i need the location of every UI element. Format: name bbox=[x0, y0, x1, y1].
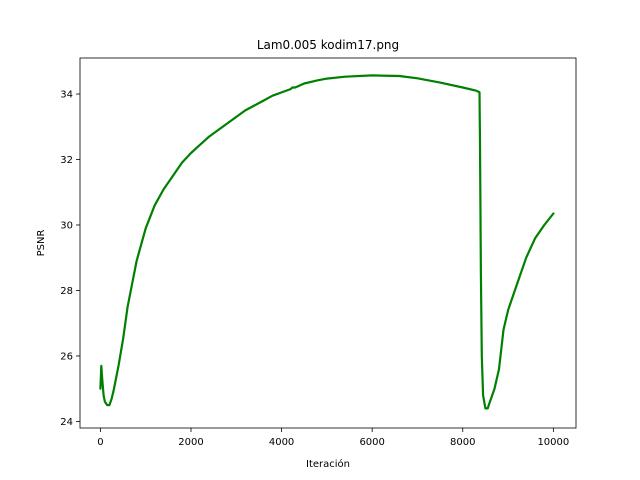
axes-layer: 0 2000 4000 6000 8000 10000 24 26 28 30 32 34 bbox=[60, 57, 577, 448]
x-tick-label: 6000 bbox=[359, 437, 384, 448]
chart-title: Lam0.005 kodim17.png bbox=[257, 38, 399, 52]
x-tick-label: 10000 bbox=[537, 437, 569, 448]
plot-area bbox=[80, 58, 576, 428]
y-axis-label: PSNR bbox=[36, 230, 47, 257]
y-tick-label: 26 bbox=[60, 351, 73, 362]
y-tick-label: 30 bbox=[60, 220, 73, 231]
series-line-0 bbox=[99, 74, 555, 410]
x-tick-label: 0 bbox=[97, 437, 103, 448]
series-layer bbox=[99, 74, 555, 410]
y-tick-label: 24 bbox=[60, 417, 73, 428]
x-tick-label: 2000 bbox=[178, 437, 203, 448]
plot-frame bbox=[79, 57, 577, 429]
y-tick-label: 34 bbox=[60, 90, 73, 101]
x-tick-label: 4000 bbox=[269, 437, 294, 448]
y-tick-label: 32 bbox=[60, 155, 73, 166]
x-tick-label: 8000 bbox=[450, 437, 475, 448]
y-tick-label: 28 bbox=[60, 286, 73, 297]
x-axis-label: Iteración bbox=[306, 458, 350, 470]
